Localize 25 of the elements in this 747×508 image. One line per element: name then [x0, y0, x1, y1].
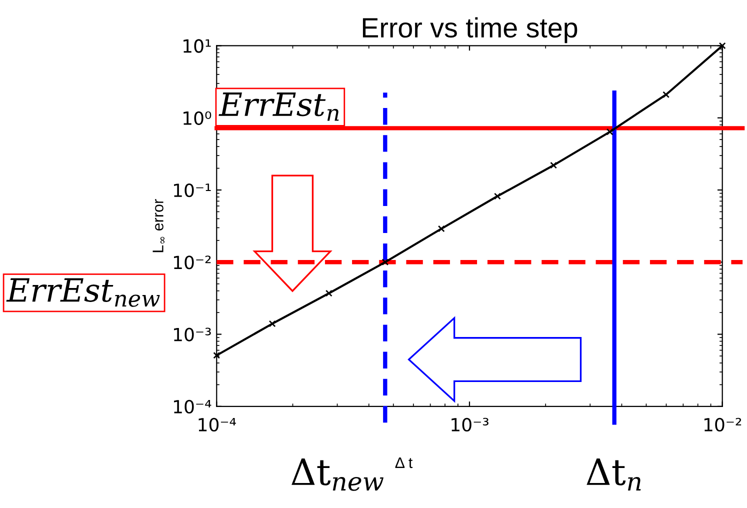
- point: [662, 91, 670, 98]
- ref-line-label: Δt$_{n}$: [586, 458, 641, 490]
- point: [268, 320, 276, 328]
- x-tick-label: 10⁻⁴: [198, 418, 236, 432]
- y-tick-label: 10⁻²: [174, 256, 211, 270]
- point: [494, 192, 501, 200]
- point: [550, 162, 558, 169]
- ref-line-label: ErrEst$_{n}$: [218, 92, 339, 121]
- ref-line-label: ErrEst$_{new}$: [6, 278, 160, 307]
- point: [325, 290, 332, 297]
- x-tick-label: 10⁻²: [704, 418, 742, 432]
- y-tick-label: 10⁻⁴: [174, 400, 212, 414]
- point: [213, 352, 220, 359]
- point: [606, 128, 614, 136]
- y-tick-label: 10⁻³: [174, 328, 211, 342]
- x-tick-label: 10⁻³: [452, 418, 488, 432]
- point: [382, 258, 389, 266]
- y-axis-title: L$_{∞}$ error: [152, 199, 164, 252]
- ref-line-label: Δt$_{new}$: [292, 458, 384, 491]
- point: [438, 225, 445, 232]
- y-tick-label: 10⁻¹: [174, 183, 211, 198]
- x-axis-title: Δ t: [395, 457, 413, 468]
- y-tick-label: 10¹: [184, 39, 211, 53]
- y-tick-label: 10⁰: [184, 111, 212, 125]
- chart-title: Error vs time step: [362, 17, 578, 44]
